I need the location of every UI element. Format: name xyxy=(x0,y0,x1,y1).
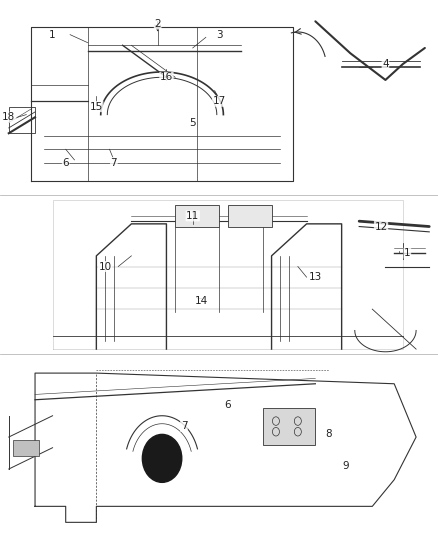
Text: 8: 8 xyxy=(325,430,332,439)
Text: 7: 7 xyxy=(180,422,187,431)
Text: 15: 15 xyxy=(90,102,103,111)
Text: 2: 2 xyxy=(154,19,161,29)
FancyBboxPatch shape xyxy=(228,205,272,227)
Text: 10: 10 xyxy=(99,262,112,271)
Text: 11: 11 xyxy=(186,211,199,221)
Text: 14: 14 xyxy=(195,296,208,306)
FancyBboxPatch shape xyxy=(175,205,219,227)
Text: 1: 1 xyxy=(404,248,411,258)
Text: 6: 6 xyxy=(62,158,69,167)
Circle shape xyxy=(142,434,182,482)
Text: 7: 7 xyxy=(110,158,117,167)
Text: 16: 16 xyxy=(160,72,173,82)
Text: 13: 13 xyxy=(309,272,322,282)
FancyBboxPatch shape xyxy=(13,440,39,456)
Text: 6: 6 xyxy=(224,400,231,410)
Text: 3: 3 xyxy=(215,30,223,39)
Text: 1: 1 xyxy=(49,30,56,39)
Text: 12: 12 xyxy=(374,222,388,231)
Text: 5: 5 xyxy=(189,118,196,127)
Text: 9: 9 xyxy=(343,462,350,471)
Text: 17: 17 xyxy=(212,96,226,106)
Text: 18: 18 xyxy=(2,112,15,122)
Text: 4: 4 xyxy=(382,59,389,69)
FancyBboxPatch shape xyxy=(263,408,315,445)
